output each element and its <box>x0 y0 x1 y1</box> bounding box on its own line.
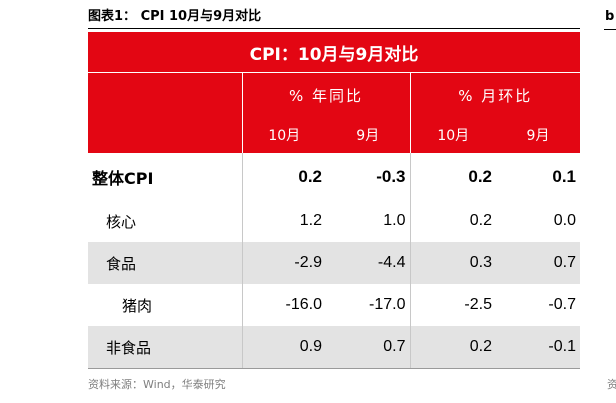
cell-value: 0.2 <box>469 212 492 229</box>
cpi-comparison-table: CPI：10月与9月对比 % 年同比 % 月环比 10月 9月 10月 9月 整… <box>88 32 580 369</box>
cell-value: -2.9 <box>242 242 326 284</box>
month-header: 9月 <box>326 117 410 153</box>
cell-value: 0.9 <box>242 326 326 369</box>
table-row: 猪肉 -16.0 -17.0 -2.5 -0.7 <box>88 284 580 326</box>
cell-value: -16.0 <box>285 296 322 313</box>
cell-value: 0.1 <box>552 166 576 186</box>
row-label: 核心 <box>88 200 243 242</box>
header-blank-cell <box>88 72 242 153</box>
row-label: 食品 <box>88 242 243 284</box>
group-header-row: % 年同比 % 月环比 <box>88 72 580 153</box>
cell-value: 0.7 <box>496 242 580 284</box>
next-column-source-fragment: 资 <box>607 378 616 391</box>
group-header-yoy: % 年同比 <box>241 72 410 117</box>
cell-value: -0.7 <box>548 296 576 313</box>
next-column-stub <box>604 8 616 30</box>
table-row: 食品 -2.9 -4.4 0.3 0.7 <box>88 242 580 284</box>
table-row: 整体CPI 0.2 -0.3 0.2 0.1 <box>88 153 580 200</box>
table-row: 核心 1.2 1.0 0.2 0.0 <box>88 200 580 242</box>
source-note: 资料来源：Wind，华泰研究 <box>88 378 226 391</box>
row-label: 非食品 <box>88 326 243 369</box>
row-label: 整体CPI <box>88 153 243 200</box>
group-header-mom: % 月环比 <box>409 72 580 117</box>
cell-value: -2.5 <box>464 296 492 313</box>
cell-value: 0.7 <box>326 326 411 369</box>
cell-value: 0.3 <box>410 242 496 284</box>
row-label: 猪肉 <box>88 284 243 326</box>
next-column-caption-fragment: b <box>605 9 615 24</box>
figure-caption: 图表1： CPI 10月与9月对比 <box>88 9 262 24</box>
cell-value: 0.0 <box>553 212 576 229</box>
cell-value: 0.2 <box>410 326 496 369</box>
month-header: 10月 <box>409 117 496 153</box>
cell-value: 0.2 <box>298 166 322 186</box>
table-title-row: CPI：10月与9月对比 <box>88 32 580 73</box>
cell-value: -0.3 <box>326 153 411 200</box>
table-title: CPI：10月与9月对比 <box>88 32 580 73</box>
caption-divider <box>88 28 580 29</box>
cell-value: 0.2 <box>468 166 492 186</box>
table-row: 非食品 0.9 0.7 0.2 -0.1 <box>88 326 580 369</box>
cell-value: -4.4 <box>326 242 411 284</box>
month-header: 10月 <box>241 117 326 153</box>
cell-value: -0.1 <box>496 326 580 369</box>
month-header: 9月 <box>496 117 580 153</box>
cell-value: -17.0 <box>326 284 411 326</box>
cell-value: 1.2 <box>299 212 322 229</box>
cell-value: 1.0 <box>326 200 411 242</box>
month-header-row: 10月 9月 10月 9月 <box>88 117 580 153</box>
